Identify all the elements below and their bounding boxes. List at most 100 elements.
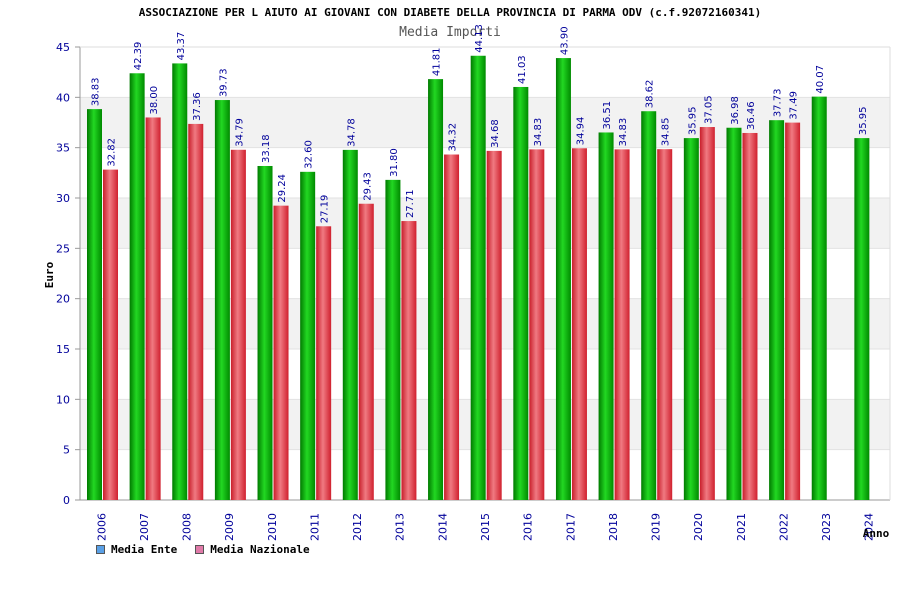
bar-media-nazionale — [529, 149, 545, 501]
data-label: 29.24 — [277, 174, 288, 203]
bar-media-nazionale — [401, 221, 417, 500]
legend: Media Ente Media Nazionale — [96, 543, 310, 556]
y-tick-label: 10 — [56, 393, 70, 406]
y-tick-label: 15 — [56, 343, 70, 356]
bar-media-ente — [769, 120, 785, 501]
data-label: 36.46 — [746, 101, 757, 130]
data-label: 27.19 — [320, 195, 331, 224]
data-label: 38.83 — [91, 77, 102, 106]
bar-media-ente — [300, 171, 316, 500]
y-tick-label: 5 — [63, 444, 70, 457]
bar-media-ente — [257, 165, 273, 500]
bar-media-ente — [172, 63, 188, 501]
legend-label-ente: Media Ente — [111, 543, 178, 556]
x-tick-label: 2019 — [650, 513, 663, 541]
data-label: 34.79 — [234, 118, 245, 147]
bar-media-ente — [726, 127, 742, 500]
bar-media-ente — [470, 55, 486, 501]
x-tick-label: 2017 — [564, 513, 577, 541]
y-tick-label: 25 — [56, 242, 70, 255]
bar-media-nazionale — [273, 205, 289, 500]
chart-title: ASSOCIAZIONE PER L AIUTO AI GIOVANI CON … — [138, 6, 762, 19]
data-label: 29.43 — [362, 172, 373, 201]
bar-media-ente — [598, 132, 614, 500]
data-label: 40.07 — [815, 65, 826, 94]
bar-media-ente — [683, 138, 699, 500]
x-tick-label: 2007 — [138, 513, 151, 541]
x-tick-label: 2022 — [777, 513, 790, 541]
data-label: 35.95 — [858, 106, 869, 135]
x-tick-label: 2023 — [820, 513, 833, 541]
bar-media-nazionale — [358, 203, 374, 500]
data-label: 35.95 — [687, 106, 698, 135]
data-label: 38.00 — [149, 86, 160, 115]
y-tick-label: 20 — [56, 293, 70, 306]
bar-media-ente — [342, 149, 358, 500]
x-tick-label: 2008 — [181, 513, 194, 541]
data-label: 42.39 — [133, 42, 144, 71]
data-label: 34.78 — [346, 118, 357, 147]
data-label: 34.68 — [490, 119, 501, 148]
data-label: 32.82 — [107, 138, 118, 167]
x-tick-label: 2016 — [522, 513, 535, 541]
x-tick-label: 2021 — [735, 513, 748, 541]
bar-media-nazionale — [230, 149, 246, 500]
data-label: 37.36 — [192, 92, 203, 121]
y-axis-label: Euro — [43, 261, 56, 288]
data-label: 34.94 — [575, 117, 586, 146]
y-tick-label: 40 — [56, 91, 70, 104]
bar-media-ente — [214, 100, 230, 500]
data-label: 31.80 — [389, 148, 400, 177]
data-label: 27.71 — [405, 189, 416, 218]
bar-media-ente — [811, 96, 827, 501]
bar-media-ente — [513, 86, 529, 501]
data-label: 39.73 — [218, 68, 229, 97]
legend-label-nazionale: Media Nazionale — [210, 543, 310, 556]
x-tick-label: 2013 — [394, 513, 407, 541]
bar-media-nazionale — [316, 226, 332, 500]
data-label: 44.13 — [474, 24, 485, 53]
data-label: 41.03 — [517, 55, 528, 84]
bar-media-nazionale — [614, 149, 630, 501]
bar-media-nazionale — [699, 127, 715, 500]
data-label: 37.49 — [789, 91, 800, 120]
bar-media-nazionale — [657, 149, 673, 500]
data-label: 38.62 — [645, 80, 656, 109]
data-label: 43.37 — [176, 32, 187, 61]
data-label: 32.60 — [304, 140, 315, 169]
data-label: 34.83 — [618, 118, 629, 147]
chart-subtitle: Media Importi — [399, 25, 501, 40]
x-tick-label: 2018 — [607, 513, 620, 541]
data-label: 34.83 — [533, 118, 544, 147]
data-label: 36.98 — [730, 96, 741, 125]
bar-media-ente — [428, 79, 444, 500]
legend-swatch-nazionale — [195, 545, 205, 554]
x-tick-label: 2009 — [223, 513, 236, 541]
data-label: 36.51 — [602, 101, 613, 130]
bar-media-nazionale — [785, 122, 801, 500]
bar-media-nazionale — [571, 148, 587, 500]
bar-media-nazionale — [103, 169, 118, 500]
bar-media-nazionale — [145, 117, 161, 500]
bar-media-ente — [555, 58, 571, 500]
data-label: 37.73 — [773, 89, 784, 118]
legend-item-nazionale: Media Nazionale — [195, 543, 310, 556]
y-tick-label: 45 — [56, 41, 70, 54]
x-tick-label: 2012 — [351, 513, 364, 541]
x-tick-label: 2020 — [692, 513, 705, 541]
legend-item-ente: Media Ente — [96, 543, 177, 556]
x-axis-label: Anno — [863, 527, 890, 540]
bar-media-nazionale — [486, 150, 502, 500]
x-tick-label: 2011 — [308, 513, 321, 541]
bar-media-nazionale — [188, 123, 204, 500]
data-label: 34.32 — [448, 123, 459, 152]
bar-media-ente — [641, 111, 657, 500]
data-label: 41.81 — [432, 47, 443, 76]
y-tick-label: 30 — [56, 192, 70, 205]
x-tick-label: 2015 — [479, 513, 492, 541]
legend-swatch-ente — [96, 545, 105, 554]
y-tick-label: 35 — [56, 142, 70, 155]
data-label: 33.18 — [261, 134, 272, 163]
bar-media-nazionale — [444, 154, 460, 500]
